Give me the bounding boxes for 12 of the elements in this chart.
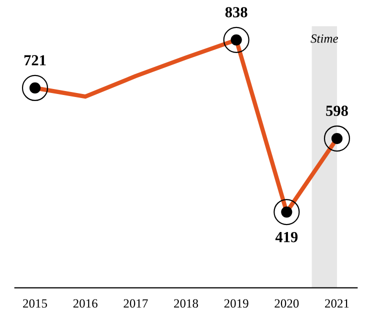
x-tick-label: 2016	[73, 299, 98, 308]
x-tick-label: 2019	[224, 299, 248, 308]
data-label: 419	[275, 232, 298, 242]
x-tick-label: 2015	[23, 299, 48, 308]
x-tick-label: 2021	[325, 299, 349, 308]
data-label: 598	[326, 106, 348, 116]
band-label: Stime	[310, 34, 338, 43]
x-tick-label: 2018	[174, 299, 198, 308]
data-label: 721	[24, 55, 46, 66]
data-label: 838	[225, 7, 248, 18]
x-tick-label: 2020	[274, 299, 299, 308]
x-tick-label: 2017	[124, 299, 148, 308]
